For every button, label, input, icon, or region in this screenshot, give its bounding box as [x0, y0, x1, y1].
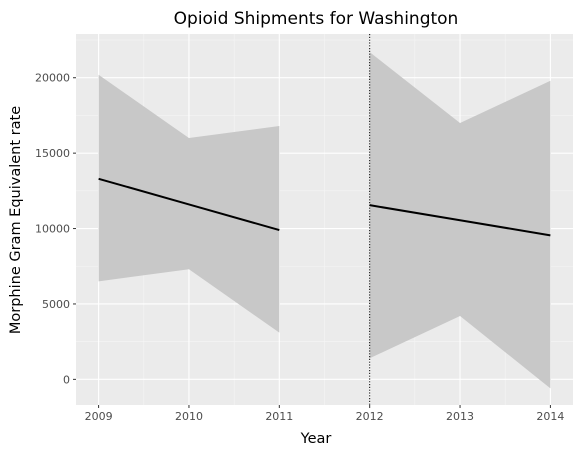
- x-tick-label: 2009: [85, 410, 113, 423]
- y-tick-label: 20000: [35, 72, 70, 85]
- x-tick-label: 2012: [356, 410, 384, 423]
- y-axis-ticks: 0 5000 10000 15000 20000: [35, 72, 76, 386]
- x-axis-title: Year: [300, 431, 332, 447]
- fit-line-pre: [98, 177, 280, 232]
- x-tick-label: 2013: [446, 410, 474, 423]
- y-axis-title: Morphine Gram Equivalent rate: [8, 106, 24, 334]
- x-tick-label: 2014: [536, 410, 564, 423]
- y-tick-label: 10000: [35, 223, 70, 236]
- y-tick-label: 5000: [42, 298, 70, 311]
- chart-title: Opioid Shipments for Washington: [174, 9, 459, 29]
- fit-line-post: [369, 204, 551, 237]
- x-tick-label: 2010: [175, 410, 203, 423]
- line-layer: [98, 34, 551, 405]
- x-tick-label: 2011: [265, 410, 293, 423]
- y-tick-label: 0: [63, 373, 70, 386]
- y-tick-label: 15000: [35, 147, 70, 160]
- x-axis-ticks: 2009 2010 2011 2012 2013 2014: [85, 405, 564, 423]
